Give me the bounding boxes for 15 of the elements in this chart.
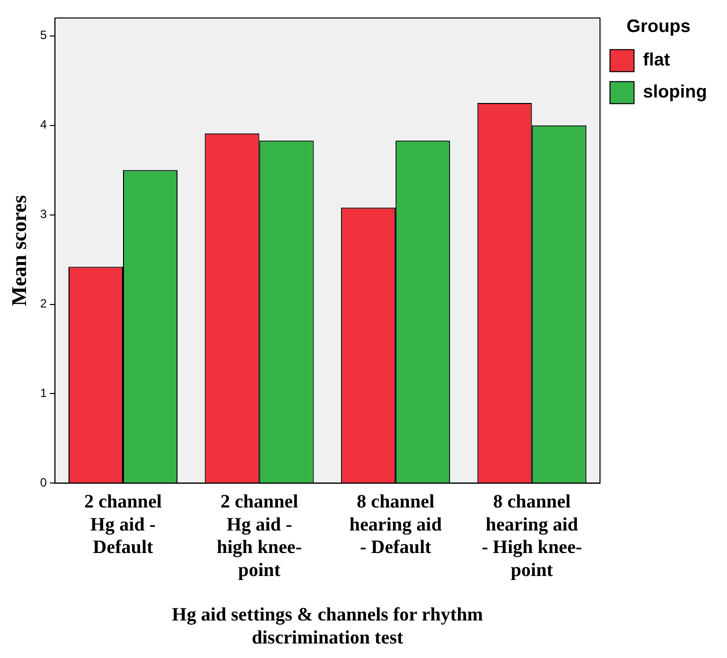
y-tick-label: 1 xyxy=(40,386,48,400)
legend-label: sloping xyxy=(643,82,708,102)
y-tick-label: 0 xyxy=(40,476,48,490)
y-tick-label: 5 xyxy=(40,28,48,42)
y-tick-label: 3 xyxy=(40,207,48,222)
x-axis-title: Hg aid settings & channels for rhythm discrimination test xyxy=(172,604,484,649)
x-tick-label: 8 channel hearing aid - Default xyxy=(349,492,442,558)
y-axis-title: Mean scores xyxy=(7,195,32,306)
x-tick-label: 8 channel hearing aid - High knee- point xyxy=(482,492,582,581)
legend-label: flat xyxy=(643,50,670,70)
x-tick-label: 2 channel Hg aid - high knee- point xyxy=(216,492,302,581)
y-tick-label: 4 xyxy=(40,118,48,132)
y-tick-label: 2 xyxy=(40,296,48,311)
legend-title: Groups xyxy=(626,16,691,36)
x-tick-label: 2 channel Hg aid - Default xyxy=(84,492,162,558)
